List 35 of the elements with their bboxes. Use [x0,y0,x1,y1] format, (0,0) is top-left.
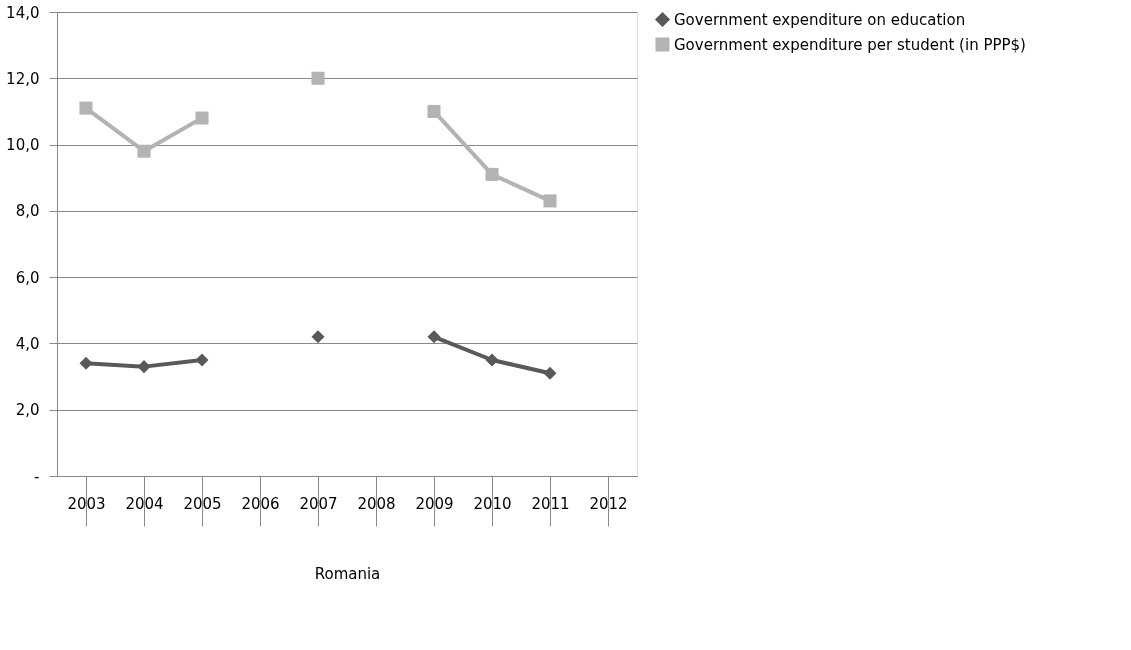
x-tick-label: 2005 [183,494,222,513]
point [485,167,499,181]
x-tick-label: 2010 [473,494,512,513]
legend-label: Government expenditure on education [674,10,966,29]
y-tick-label: - [34,467,40,486]
point [485,353,499,367]
x-tick-label: 2011 [531,494,570,513]
x-tick-label: 2007 [299,494,338,513]
legend-label: Government expenditure per student (in PPP$) [674,35,1026,54]
x-tick-label: 2003 [67,494,106,513]
point [137,360,151,374]
y-tick-label: 10,0 [6,136,40,155]
y-tick-label: 4,0 [15,334,40,353]
point [79,356,93,370]
point [137,144,151,158]
y-tick-label: 2,0 [15,401,40,420]
point [311,71,325,85]
x-tick-label: 2008 [357,494,396,513]
y-tick-label: 12,0 [6,69,40,88]
x-axis-title: Romania [314,565,381,583]
x-tick-label: 2009 [415,494,454,513]
point [195,353,209,367]
point [543,366,557,380]
point [543,194,557,208]
point [195,111,209,125]
y-tick-label: 6,0 [15,268,40,287]
y-tick-label: 14,0 [6,3,40,22]
x-tick-label: 2012 [589,494,628,513]
point [311,330,325,344]
x-tick-label: 2006 [241,494,280,513]
y-tick-label: 8,0 [15,202,40,221]
point [427,104,441,118]
point [427,330,441,344]
point [79,101,93,115]
x-tick-label: 2004 [125,494,164,513]
